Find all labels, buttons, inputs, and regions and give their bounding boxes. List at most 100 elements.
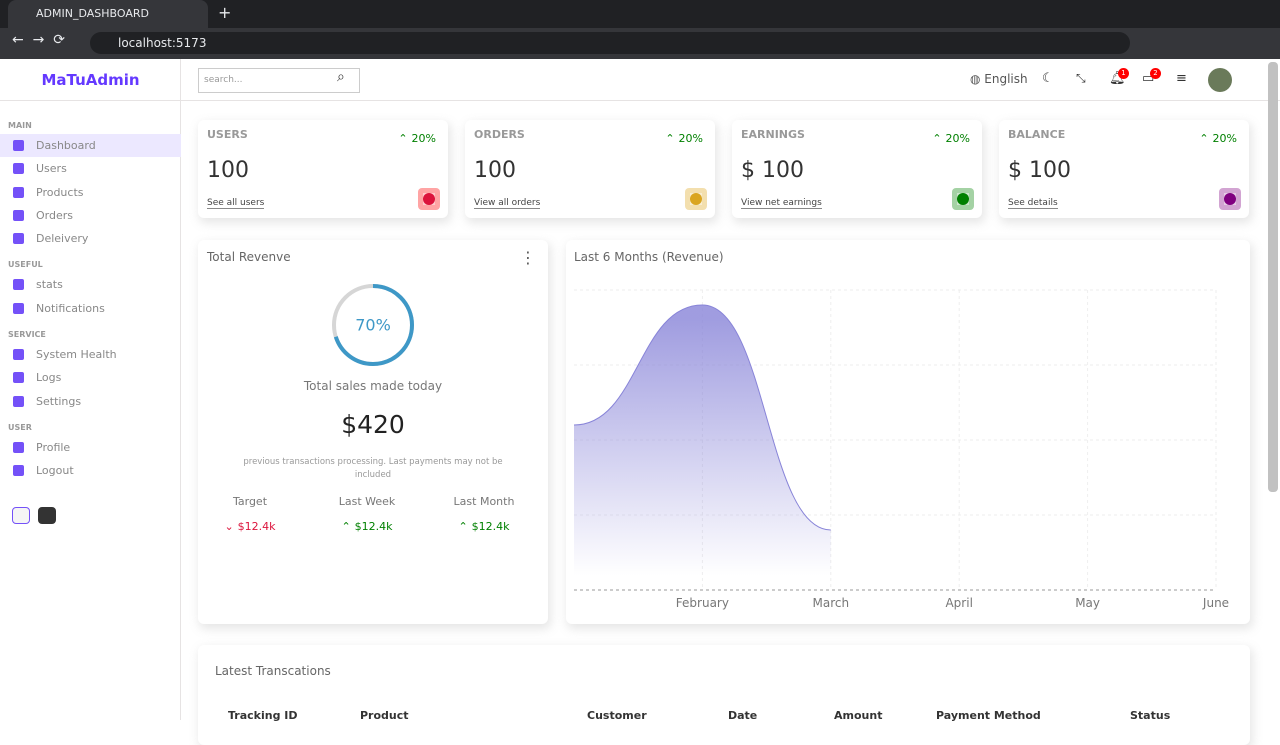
list-icon[interactable]: ≡ <box>1176 71 1187 86</box>
summary-title: Target <box>232 495 268 508</box>
widget-link[interactable]: View net earnings <box>741 198 822 209</box>
widget-value: 100 <box>474 158 516 183</box>
widget-title: BALANCE <box>1008 128 1066 141</box>
navbar: search... ⌕ ◍ English ☾ ⤡ 🔔︎ 1 ▭ 2 ≡ <box>181 59 1280 101</box>
widget-percent: ⌃ 20% <box>398 132 436 145</box>
percent-label: 20% <box>945 132 970 145</box>
menu-item[interactable]: stats <box>0 273 181 296</box>
summary-item: Last Week ⌃ $12.4k <box>307 495 427 533</box>
menu-icon <box>13 140 24 151</box>
avatar[interactable] <box>1208 68 1232 92</box>
browser-tab[interactable]: ADMIN_DASHBOARD <box>8 0 208 28</box>
menu-item[interactable]: System Health <box>0 343 181 366</box>
menu-icon <box>13 163 24 175</box>
menu-label: Dashboard <box>36 139 96 152</box>
menu: MAIN Dashboard Users Products Orders Deleiver… <box>0 111 181 483</box>
x-tick-label: February <box>676 596 729 610</box>
summary-value-label: $12.4k <box>354 520 393 533</box>
logo[interactable]: MaTuAdmin <box>0 59 181 101</box>
x-tick-label: May <box>1075 596 1100 610</box>
dark-mode-toggle[interactable]: ☾ <box>1042 71 1054 86</box>
tab-bar: ADMIN_DASHBOARD + <box>0 0 1280 28</box>
fullscreen[interactable]: ⤡ <box>1076 71 1086 85</box>
widget-icon <box>1219 188 1241 210</box>
url-field[interactable]: localhost:5173 <box>90 32 1130 54</box>
column-header: Status <box>1130 709 1171 722</box>
dark-theme[interactable] <box>38 507 56 524</box>
menu-icon <box>13 279 24 291</box>
progress-ring: 70% <box>332 284 414 366</box>
widget-percent: ⌃ 20% <box>932 132 970 145</box>
notification-count: 1 <box>1118 68 1129 79</box>
search-input[interactable]: search... <box>198 68 360 93</box>
chart: February March April May June <box>573 289 1229 610</box>
up-arrow: ⌃ <box>932 132 942 145</box>
menu-item[interactable]: Settings <box>0 390 181 413</box>
widget: USERS ⌃ 20% 100 See all users <box>198 120 448 218</box>
menu-section-title: USEFUL <box>8 260 43 270</box>
menu-section-title: MAIN <box>8 121 32 130</box>
language[interactable]: ◍ English <box>970 72 1028 86</box>
summary-value: ⌃ $12.4k <box>424 520 544 533</box>
menu-icon <box>13 186 24 198</box>
widget-link[interactable]: View all orders <box>474 198 541 209</box>
up-arrow: ⌃ <box>665 132 675 145</box>
menu-icon <box>13 349 24 361</box>
chart-title: Last 6 Months (Revenue) <box>574 250 724 264</box>
featured-subtitle: Total sales made today <box>303 379 443 393</box>
transactions-table: Tracking ID Product Customer Date Amount Paym… <box>228 709 1210 722</box>
menu-icon <box>13 372 24 384</box>
menu-icon <box>13 395 24 407</box>
widget-icon <box>418 188 440 210</box>
menu-label: Users <box>36 162 67 176</box>
featured-card: Total Revenve ⋮ 70% Total sales made tod… <box>198 240 548 624</box>
percent-label: 20% <box>1212 132 1237 145</box>
menu-label: System Health <box>36 348 117 362</box>
menu-label: Notifications <box>36 301 105 315</box>
menu-label: Profile <box>36 440 71 454</box>
chart-card: Last 6 Months (Revenue) February March Apr… <box>566 240 1250 624</box>
menu-item[interactable]: Notifications <box>0 297 181 320</box>
widget-percent: ⌃ 20% <box>665 132 703 145</box>
x-tick-label: April <box>945 596 972 610</box>
menu-item[interactable]: Profile <box>0 436 181 459</box>
menu-item[interactable]: Orders <box>0 204 181 227</box>
summary-title: Last Week <box>338 495 396 508</box>
widget-title: EARNINGS <box>741 128 805 141</box>
percent-label: 20% <box>678 132 703 145</box>
widget-link[interactable]: See details <box>1008 198 1058 209</box>
trend-arrow: ⌃ <box>458 520 468 533</box>
summary-value-label: $12.4k <box>471 520 510 533</box>
featured-title: Total Revenve <box>207 250 291 264</box>
app: ADMIN_DASHBOARD + ← → ⟳ localhost:5173 M… <box>0 0 1280 722</box>
column-header: Payment Method <box>936 709 1041 722</box>
widget-value: $ 100 <box>1008 158 1071 183</box>
new-tab[interactable]: + <box>218 3 232 22</box>
menu-item[interactable]: Logs <box>0 366 181 389</box>
nav-buttons[interactable]: ← → ⟳ <box>12 32 65 48</box>
column-header: Product <box>360 709 409 722</box>
light-theme[interactable] <box>12 507 30 524</box>
summary-value: ⌄ $12.4k <box>190 520 310 533</box>
menu-section-title: USER <box>8 422 32 432</box>
menu-item[interactable]: Users <box>0 157 181 180</box>
search-icon[interactable]: ⌕ <box>337 69 345 85</box>
widget-value: $ 100 <box>741 158 804 183</box>
scrollbar[interactable] <box>1268 62 1278 492</box>
menu-item[interactable]: Logout <box>0 459 181 482</box>
menu-item[interactable]: Deleivery <box>0 227 181 250</box>
widget-link[interactable]: See all users <box>207 198 265 209</box>
menu-label: Products <box>36 185 84 199</box>
more-menu[interactable]: ⋮ <box>520 248 536 267</box>
widget: BALANCE ⌃ 20% $ 100 See details <box>999 120 1249 218</box>
menu-icon <box>13 209 24 221</box>
menu-label: Orders <box>36 208 73 222</box>
menu-item[interactable]: Dashboard <box>0 134 181 158</box>
language-label: English <box>984 72 1028 86</box>
progress-label: 70% <box>355 316 391 335</box>
menu-label: Deleivery <box>36 232 89 246</box>
widget-title: USERS <box>207 128 248 141</box>
widget: EARNINGS ⌃ 20% $ 100 View net earnings <box>732 120 982 218</box>
menu-item[interactable]: Products <box>0 181 181 204</box>
widget-percent: ⌃ 20% <box>1199 132 1237 145</box>
